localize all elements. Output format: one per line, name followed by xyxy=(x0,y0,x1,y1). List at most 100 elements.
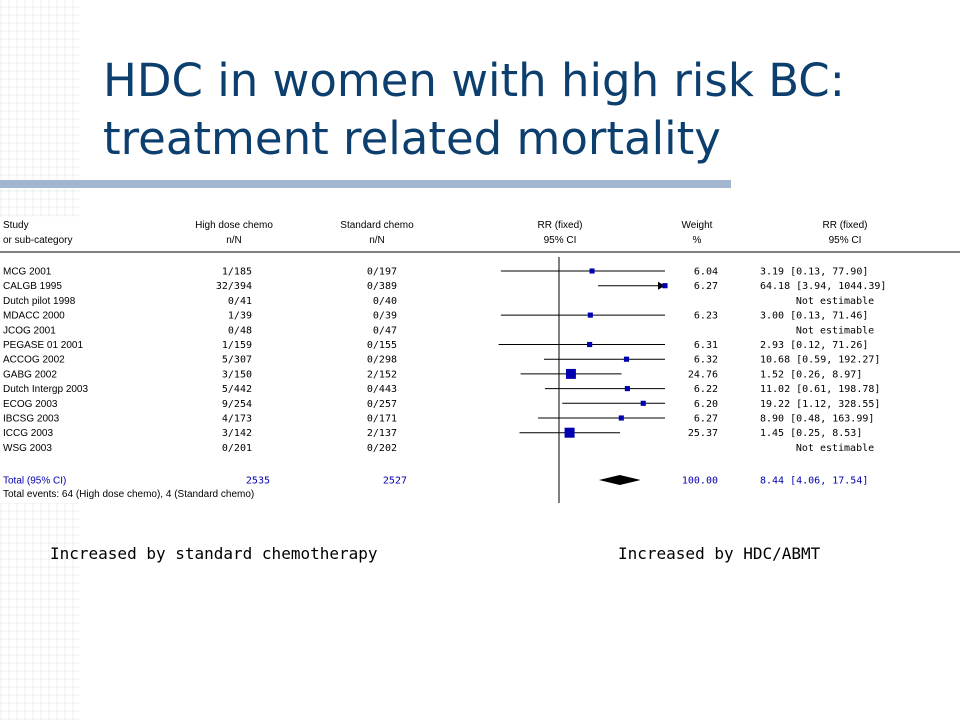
forest-plot-panel: Study or sub-category High dose chemo n/N St… xyxy=(0,217,960,503)
std-count: 0/197 xyxy=(367,267,397,278)
study-label: MCG 2001 xyxy=(3,267,52,278)
rr-text: 2.93 [0.12, 71.26] xyxy=(760,340,868,351)
rr-text: 3.19 [0.13, 77.90] xyxy=(760,267,868,278)
rr-text: 3.00 [0.13, 71.46] xyxy=(760,311,868,322)
hdc-count: 0/201 xyxy=(222,443,252,454)
rr-text: 8.90 [0.48, 163.99] xyxy=(760,414,874,425)
point-estimate xyxy=(564,427,575,438)
title-line-1: HDC in women with high risk BC: xyxy=(103,54,845,107)
std-count: 0/443 xyxy=(367,384,397,395)
total-hdc: 2535 xyxy=(246,476,270,487)
rr-text: 1.52 [0.26, 8.97] xyxy=(760,369,862,380)
hdc-count: 5/442 xyxy=(222,384,252,395)
weight-value: 6.32 xyxy=(694,355,718,366)
study-label: WSG 2003 xyxy=(3,443,52,454)
hdc-count: 0/48 xyxy=(228,325,252,336)
point-estimate xyxy=(640,400,646,406)
std-count: 0/40 xyxy=(373,296,397,307)
right-axis-label: Increased by HDC/ABMT xyxy=(618,544,821,563)
header-rr-text-unit: 95% CI xyxy=(829,235,862,246)
hdc-count: 0/41 xyxy=(228,296,252,307)
total-diamond xyxy=(598,475,641,485)
point-estimate xyxy=(589,268,595,274)
weight-value: 6.27 xyxy=(694,414,718,425)
std-count: 2/152 xyxy=(367,369,397,380)
std-count: 0/39 xyxy=(373,311,397,322)
header-std: Standard chemo xyxy=(340,220,414,231)
point-estimate xyxy=(587,341,593,348)
hdc-count: 4/173 xyxy=(222,414,252,425)
study-label: MDACC 2000 xyxy=(3,311,65,322)
header-rr-plot: RR (fixed) xyxy=(537,220,582,231)
rr-text: 1.45 [0.25, 8.53] xyxy=(760,428,862,439)
hdc-count: 9/254 xyxy=(222,399,252,410)
events-note: Total events: 64 (High dose chemo), 4 (S… xyxy=(3,489,254,500)
std-count: 0/202 xyxy=(367,443,397,454)
header-rr-plot-unit: 95% CI xyxy=(544,235,577,246)
std-count: 0/298 xyxy=(367,355,397,366)
weight-value: 6.23 xyxy=(694,311,718,322)
total-rr-text: 8.44 [4.06, 17.54] xyxy=(760,476,868,487)
point-estimate xyxy=(587,312,593,318)
hdc-count: 1/159 xyxy=(222,340,252,351)
study-label: CALGB 1995 xyxy=(3,281,62,292)
weight-value: 6.04 xyxy=(694,267,718,278)
total-weight: 100.00 xyxy=(682,476,718,487)
weight-value: 6.22 xyxy=(694,384,718,395)
hdc-count: 3/142 xyxy=(222,428,252,439)
rr-text: 11.02 [0.61, 198.78] xyxy=(760,384,880,395)
weight-value: 6.31 xyxy=(694,340,718,351)
weight-value: 6.20 xyxy=(694,399,718,410)
rr-text: Not estimable xyxy=(796,296,874,307)
point-estimate xyxy=(618,415,624,421)
header-subcategory: or sub-category xyxy=(3,235,72,246)
header-weight-unit: % xyxy=(693,235,702,246)
hdc-count: 1/39 xyxy=(228,311,252,322)
header-hdc-unit: n/N xyxy=(226,235,242,246)
study-label: Dutch pilot 1998 xyxy=(3,296,76,307)
point-estimate xyxy=(662,283,668,289)
total-label: Total (95% CI) xyxy=(3,476,66,487)
std-count: 0/155 xyxy=(367,340,397,351)
point-estimate xyxy=(565,368,576,379)
hdc-count: 1/185 xyxy=(222,267,252,278)
study-label: ECOG 2003 xyxy=(3,399,58,410)
std-count: 2/137 xyxy=(367,428,397,439)
hdc-count: 3/150 xyxy=(222,369,252,380)
rr-text: Not estimable xyxy=(796,325,874,336)
study-label: PEGASE 01 2001 xyxy=(3,340,83,351)
rr-text: 19.22 [1.12, 328.55] xyxy=(760,399,880,410)
ci-arrow xyxy=(658,281,665,290)
study-label: ACCOG 2002 xyxy=(3,355,65,366)
weight-value: 6.27 xyxy=(694,281,718,292)
header-study: Study xyxy=(3,220,29,231)
study-label: JCOG 2001 xyxy=(3,325,56,336)
std-count: 0/47 xyxy=(373,325,397,336)
point-estimate xyxy=(623,356,630,362)
header-hdc: High dose chemo xyxy=(195,220,273,231)
title-rule xyxy=(0,180,731,188)
std-count: 0/389 xyxy=(367,281,397,292)
header-rr-text: RR (fixed) xyxy=(822,220,867,231)
rr-text: 10.68 [0.59, 192.27] xyxy=(760,355,880,366)
rr-text: 64.18 [3.94, 1044.39] xyxy=(760,281,886,292)
study-label: Dutch Intergp 2003 xyxy=(3,384,88,395)
weight-value: 24.76 xyxy=(688,369,718,380)
hdc-count: 32/394 xyxy=(216,281,252,292)
title-line-2: treatment related mortality xyxy=(103,112,721,165)
study-label: GABG 2002 xyxy=(3,369,57,380)
left-axis-label: Increased by standard chemotherapy xyxy=(50,544,378,563)
std-count: 0/257 xyxy=(367,399,397,410)
weight-value: 25.37 xyxy=(688,428,718,439)
hdc-count: 5/307 xyxy=(222,355,252,366)
forest-plot: Study or sub-category High dose chemo n/N St… xyxy=(0,220,960,503)
header-weight: Weight xyxy=(682,220,713,231)
study-label: IBCSG 2003 xyxy=(3,414,60,425)
study-label: ICCG 2003 xyxy=(3,428,53,439)
header-std-unit: n/N xyxy=(369,235,385,246)
total-std: 2527 xyxy=(383,476,407,487)
rr-text: Not estimable xyxy=(796,443,874,454)
slide-title: HDC in women with high risk BC: treatmen… xyxy=(103,52,943,168)
std-count: 0/171 xyxy=(367,414,397,425)
point-estimate xyxy=(624,386,630,392)
